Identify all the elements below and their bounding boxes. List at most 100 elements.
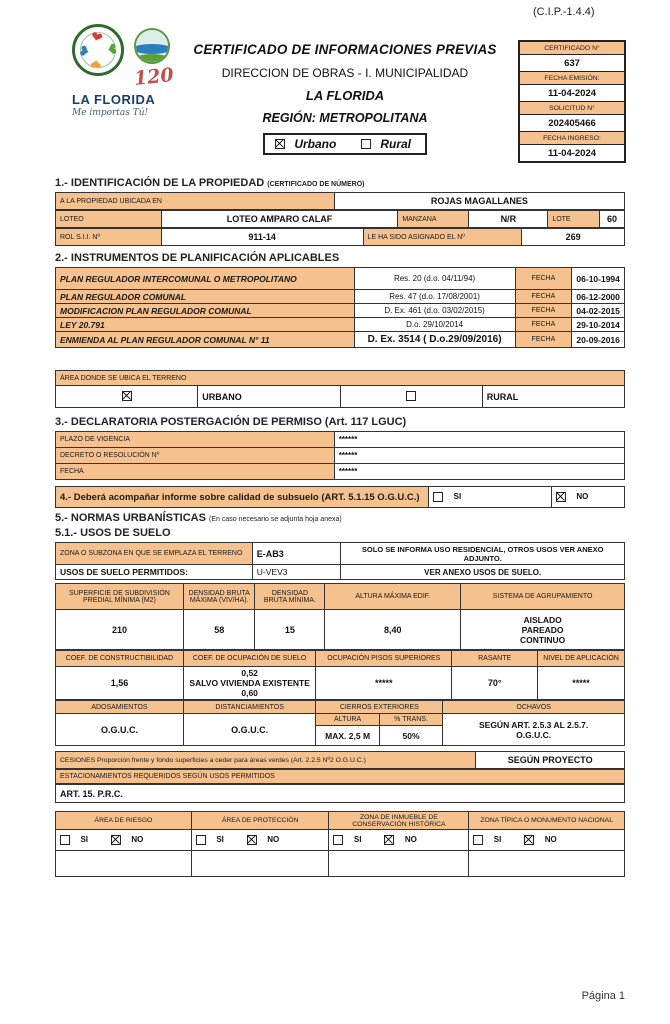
anniversary-seal-icon <box>134 28 170 64</box>
norm-value: 8,40 <box>324 609 462 650</box>
riesgo-si-label: SI <box>80 835 89 845</box>
section5-heading-small: (En caso necesario se adjunta hoja anexa… <box>209 516 342 523</box>
document-body: 1.- IDENTIFICACIÓN DE LA PROPIEDAD (CERT… <box>54 177 626 877</box>
property-table-row1: A LA PROPIEDAD UBICADA EN ROJAS MAGALLAN… <box>55 192 626 210</box>
risk-header: ÁREA DE RIESGO <box>55 811 192 830</box>
usos-value: U-VEV3 <box>251 564 342 580</box>
zona-tipica-si-label: SI <box>493 835 502 845</box>
conservacion-si-label: SI <box>353 835 362 845</box>
fecha-ingreso-label: FECHA INGRESO: <box>520 132 624 145</box>
subsuelo-si-checkbox <box>433 491 444 502</box>
conservacion-empty-cell <box>328 850 470 877</box>
norm-header: COEF. DE OCUPACIÓN DE SUELO <box>182 650 317 667</box>
norm-header: OCUPACIÓN PISOS SUPERIORES <box>315 650 453 667</box>
norm-header: ALTURA MÁXIMA EDIF. <box>324 583 462 610</box>
zona-tipica-no-checkbox <box>524 834 535 845</box>
subsuelo-si-cell: SI <box>428 486 552 508</box>
asignado-value: 269 <box>521 228 625 246</box>
city-title: LA FLORIDA <box>305 88 385 103</box>
instrument-date: 29-10-2014 <box>571 317 625 332</box>
certificado-n-value: 637 <box>520 55 624 72</box>
risk-table: ÁREA DE RIESGO ÁREA DE PROTECCIÓN ZONA D… <box>55 811 625 877</box>
rural-area-checkbox <box>406 391 417 402</box>
norm-value: 210 <box>55 609 184 650</box>
norm-subheader: ALTURA <box>315 713 380 726</box>
norm-value: MAX. 2,5 M <box>315 725 380 746</box>
subsuelo-text: 4.- Deberá acompañar informe sobre calid… <box>54 486 430 508</box>
norm-value: SEGÚN ART. 2.5.3 AL 2.5.7. O.G.U.C. <box>442 713 625 746</box>
la-florida-municipal-seal-icon: ❤ ❤ ❤ ❤ <box>72 24 124 76</box>
section1-heading: 1.- IDENTIFICACIÓN DE LA PROPIEDAD (CERT… <box>55 177 625 189</box>
certificado-n-label: CERTIFICADO N° <box>520 42 624 55</box>
risk-header: ZONA TÍPICA O MONUMENTO NACIONAL <box>468 811 625 830</box>
fecha-emision-value: 11-04-2024 <box>520 85 624 102</box>
subsuelo-no-cell: NO <box>550 486 626 508</box>
riesgo-sino-cell: SI NO <box>55 829 192 851</box>
estacionamientos-label: ESTACIONAMIENTOS REQUERIDOS SEGÚN USOS P… <box>55 769 625 784</box>
instrument-date: 20-09-2016 <box>571 331 625 348</box>
rol-label: ROL S.I.I. Nº <box>55 228 162 246</box>
riesgo-empty-cell <box>55 850 192 877</box>
norm-header: DENSIDAD BRUTA MÁXIMA (VIV/HA). <box>182 583 256 610</box>
manzana-label: MANZANA <box>397 210 470 228</box>
seal-ring <box>80 32 116 68</box>
norm-value: 58 <box>182 609 256 650</box>
document-subtitle: DIRECCION DE OBRAS - I. MUNICIPALIDAD <box>221 66 469 80</box>
norms-table-3: ADOSAMIENTOS DISTANCIAMIENTOS CIERROS EX… <box>55 700 625 746</box>
fecha-ingreso-value: 11-04-2024 <box>547 148 597 159</box>
risk-header: ZONA DE INMUEBLE DE CONSERVACIÓN HISTÓRI… <box>328 811 470 830</box>
cesiones-table: CESIONES Proporción frente y fondo super… <box>54 751 625 769</box>
norm-header: SISTEMA DE AGRUPAMIENTO <box>460 583 625 610</box>
art15-table: ART. 15. P.R.C. <box>55 784 625 803</box>
document-title: CERTIFICADO DE INFORMACIONES PREVIAS <box>193 42 497 57</box>
urbano-area-checkbox-cell <box>54 385 199 408</box>
loteo-value: LOTEO AMPARO CALAF <box>160 210 399 228</box>
rural-label: Rural <box>380 136 412 151</box>
norm-header: NIVEL DE APLICACIÓN <box>537 650 625 667</box>
subsuelo-no-checkbox <box>555 491 566 502</box>
zona-tipica-no-label: NO <box>544 835 557 845</box>
instrument-ref: Res. 47 (d.o. 17/08/2001) <box>353 289 516 304</box>
title-block: CERTIFICADO DE INFORMACIONES PREVIAS DIR… <box>165 42 525 155</box>
urbano-label: Urbano <box>294 136 337 151</box>
norm-value: 50% <box>378 725 444 746</box>
ubicada-label: A LA PROPIEDAD UBICADA EN <box>55 192 335 210</box>
section1-heading-small: (CERTIFICADO DE NÚMERO) <box>267 181 365 188</box>
norm-header: RASANTE <box>451 650 539 667</box>
section3-heading: 3.- DECLARATORIA POSTERGACIÓN DE PERMISO… <box>55 416 407 428</box>
fecha-emision-label: FECHA EMISIÓN: <box>520 72 624 85</box>
norm-header: DISTANCIAMIENTOS <box>182 700 317 714</box>
norm-subheader: % TRANS. <box>378 713 444 726</box>
instrument-ref: D. Ex. 3514 ( D.o.29/09/2016) <box>353 331 516 348</box>
instrument-name: LEY 20.791 <box>55 317 355 332</box>
terrain-area-heading: ÁREA DONDE SE UBICA EL TERRENO <box>55 370 625 386</box>
norm-header: SUPERFICIE DE SUBDIVISIÓN PREDIAL MÍNIMA… <box>55 583 184 610</box>
instrument-date: 06-10-1994 <box>571 267 625 290</box>
norm-value: AISLADO PAREADO CONTINUO <box>460 609 625 650</box>
norm-value: 70° <box>451 666 539 700</box>
norm-header: COEF. DE CONSTRUCTIBILIDAD <box>55 650 184 667</box>
heart-icon: ❤ <box>103 41 122 57</box>
riesgo-si-checkbox <box>60 834 70 845</box>
heart-icon: ❤ <box>89 55 103 73</box>
urbano-checkbox <box>274 138 285 149</box>
section2-heading: 2.- INSTRUMENTOS DE PLANIFICACIÓN APLICA… <box>55 252 340 264</box>
logo-tagline: Me importas Tú! <box>72 108 149 118</box>
rol-value: 911-14 <box>160 228 364 246</box>
estacionamientos-table: ESTACIONAMIENTOS REQUERIDOS SEGÚN USOS P… <box>55 769 625 784</box>
zona-tipica-sino-cell: SI NO <box>468 829 625 851</box>
zona-tipica-empty-cell <box>468 850 625 877</box>
seal-wave <box>136 44 168 54</box>
certificate-info-box: CERTIFICADO N° 637 FECHA EMISIÓN: 11-04-… <box>518 40 626 163</box>
fecha-postergacion-value: ****** <box>333 463 626 480</box>
section5-heading-text: 5.- NORMAS URBANÍSTICAS <box>55 512 206 524</box>
fecha-label: FECHA <box>514 317 573 332</box>
conservacion-no-checkbox <box>384 834 395 845</box>
property-table-row3: ROL S.I.I. Nº 911-14 LE HA SIDO ASIGNADO… <box>55 228 625 246</box>
logo-block: ❤ ❤ ❤ ❤ 120 LA FLORIDA Me importas Tú! <box>72 24 222 118</box>
proteccion-si-checkbox <box>195 834 206 845</box>
fecha-label: FECHA <box>514 289 573 304</box>
rural-area-label: RURAL <box>481 385 626 408</box>
conservacion-si-checkbox <box>333 834 344 845</box>
plazo-value: ****** <box>333 431 626 448</box>
